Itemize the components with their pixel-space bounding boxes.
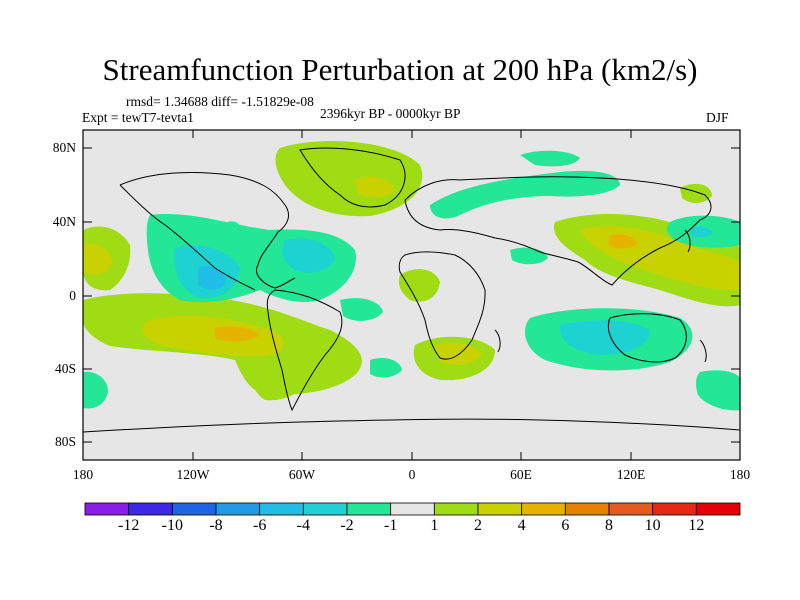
y-ticks (83, 147, 740, 443)
coastline-new-zealand (699, 339, 707, 363)
colorbar-label: -1 (383, 517, 398, 534)
colorbar-swatch (433, 502, 479, 516)
colorbar-swatch (259, 502, 304, 516)
y-tick-label: 0 (69, 288, 76, 303)
colorbar-label: 10 (644, 517, 661, 534)
y-tick-label: 80S (54, 434, 76, 449)
x-tick-label: 60W (288, 467, 316, 482)
colorbar-swatch (564, 502, 610, 516)
negative-core-indian-ocean (559, 320, 650, 355)
coastline-eurasia (404, 176, 712, 286)
colorbar-label: 1 (430, 517, 439, 534)
x-tick-label: 180 (729, 467, 751, 482)
colorbar-label: 2 (474, 517, 482, 534)
coastline-australia (607, 313, 687, 363)
colorbar-swatch (215, 502, 261, 516)
positive-region-south-america (252, 359, 310, 401)
colorbar-label: -2 (340, 517, 354, 534)
coastline-south-america (266, 289, 343, 412)
x-tick-label: 60E (510, 467, 532, 482)
period-label: 2396kyr BP - 0000kyr BP (320, 106, 461, 121)
negative-peak-central-america (198, 265, 226, 290)
colorbar-label: 4 (517, 517, 526, 534)
negative-region-southeast-pacific (695, 370, 740, 411)
x-tick-label: 120E (616, 467, 646, 482)
stats-text: rmsd= 1.34688 diff= -1.51829e-08 (126, 94, 314, 109)
field-layer (83, 130, 740, 460)
colorbar-label: 12 (688, 517, 705, 534)
coastlines (83, 147, 740, 433)
coastline-north-america-west (119, 184, 256, 291)
coastline-japan (684, 229, 691, 253)
colorbar-swatch (608, 502, 654, 516)
negative-region-mid-atlantic (340, 298, 383, 321)
colorbar-label: -12 (117, 517, 140, 534)
colorbar-swatch (128, 502, 173, 516)
experiment-label: Expt = tewT7-tevta1 (82, 110, 194, 125)
colorbar-swatch (302, 502, 348, 516)
colorbar (84, 502, 741, 516)
colorbar-label: -4 (296, 517, 310, 534)
colorbar-label: -10 (161, 517, 183, 534)
coastline-north-america (119, 172, 296, 289)
y-tick-label: 80N (52, 140, 76, 155)
colorbar-label: -8 (209, 517, 223, 534)
negative-region-arctic (520, 150, 580, 167)
positive-peak-west-pacific (608, 234, 638, 249)
negative-region-north-pacific-west (228, 221, 240, 231)
x-tick-label: 0 (408, 467, 416, 482)
colorbar-swatch (390, 502, 435, 516)
negative-core-north-pacific-east (690, 226, 712, 237)
coastline-africa (398, 251, 486, 360)
colorbar-swatch (477, 502, 523, 516)
colorbar-swatch (695, 502, 741, 516)
season-label: DJF (706, 110, 729, 125)
colorbar-label: 8 (605, 517, 613, 534)
positive-region-africa (398, 269, 440, 302)
positive-region-greenland (275, 141, 423, 217)
positive-core-east-pacific (142, 315, 285, 357)
positive-core-greenland (355, 176, 395, 198)
negative-region-east-atlantic (370, 358, 402, 378)
x-tick-label: 180 (72, 467, 94, 482)
y-tick-label: 40N (52, 214, 76, 229)
colorbar-label: 6 (561, 517, 570, 534)
positive-core-north-pacific (83, 243, 112, 275)
x-tick-label: 120W (176, 467, 210, 482)
x-ticks (192, 130, 632, 460)
negative-core-caribbean (282, 238, 335, 273)
colorbar-swatch (84, 502, 130, 516)
negative-region-north-atlantic (430, 170, 620, 219)
colorbar-swatch (521, 502, 566, 516)
y-tick-label: 40S (54, 361, 76, 376)
chart-title: Streamfunction Perturbation at 200 hPa (… (102, 52, 698, 87)
negative-region-south-pacific (83, 371, 108, 409)
colorbar-swatch (346, 502, 392, 516)
coastline-madagascar (494, 329, 501, 353)
colorbar-swatch (171, 502, 217, 516)
coastline-antarctica (83, 418, 740, 433)
colorbar-swatch (652, 502, 697, 516)
coastline-greenland (299, 147, 406, 208)
positive-peak-east-pacific (215, 326, 260, 342)
positive-region-far-east (680, 183, 712, 204)
colorbar-label: -6 (252, 517, 267, 534)
